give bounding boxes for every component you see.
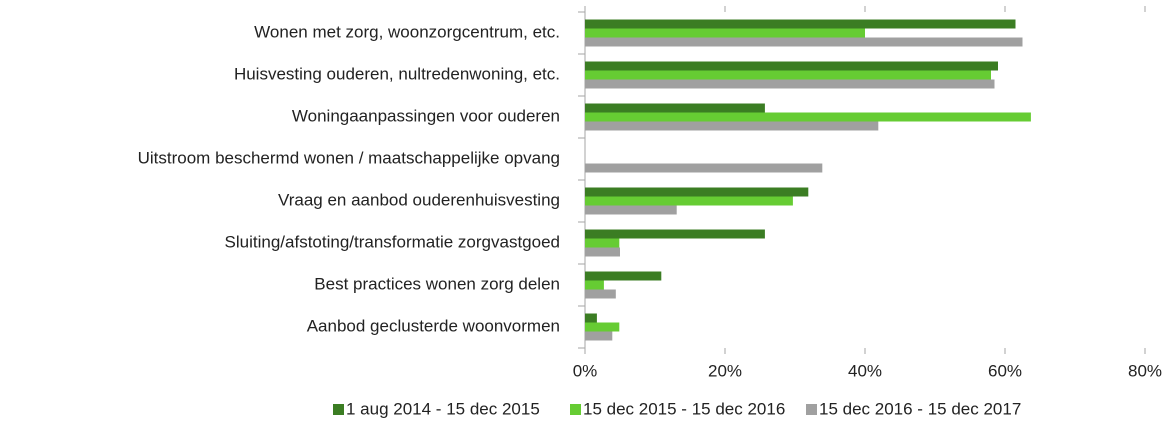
y-tick-label: Aanbod geclusterde woonvormen (307, 316, 560, 335)
y-tick-label: Huisvesting ouderen, nultredenwoning, et… (234, 64, 560, 83)
bar (585, 121, 879, 131)
y-tick-label: Uitstroom beschermd wonen / maatschappel… (138, 148, 560, 167)
bar (585, 112, 1031, 122)
y-tick-label: Woningaanpassingen voor ouderen (292, 106, 560, 125)
x-tick-label: 0% (573, 361, 598, 380)
x-tick-label: 80% (1128, 361, 1162, 380)
bar (585, 19, 1016, 29)
bar (585, 103, 765, 113)
y-tick-label: Wonen met zorg, woonzorgcentrum, etc. (254, 22, 560, 41)
bar (585, 238, 620, 248)
x-tick-label: 60% (988, 361, 1022, 380)
bar (585, 79, 995, 89)
legend-swatch (806, 404, 817, 415)
bar (585, 331, 613, 341)
bar (585, 37, 1023, 47)
legend-swatch (570, 404, 581, 415)
bar (585, 289, 616, 299)
y-tick-label: Sluiting/afstoting/transformatie zorgvas… (225, 232, 560, 251)
bar (585, 61, 998, 71)
legend-swatch (333, 404, 344, 415)
bar (585, 205, 677, 215)
x-tick-label: 20% (708, 361, 742, 380)
bar (585, 271, 662, 281)
bar (585, 322, 620, 332)
legend-label: 15 dec 2015 - 15 dec 2016 (583, 399, 785, 418)
legend-label: 15 dec 2016 - 15 dec 2017 (819, 399, 1021, 418)
bar (585, 229, 765, 239)
bar (585, 70, 991, 80)
bar (585, 196, 793, 206)
x-tick-label: 40% (848, 361, 882, 380)
bar (585, 163, 823, 173)
bar (585, 313, 597, 323)
bar (585, 280, 604, 290)
bar (585, 28, 865, 38)
bar (585, 187, 809, 197)
legend-label: 1 aug 2014 - 15 dec 2015 (346, 399, 540, 418)
bar (585, 247, 620, 257)
y-tick-label: Best practices wonen zorg delen (314, 274, 560, 293)
y-tick-label: Vraag en aanbod ouderenhuisvesting (278, 190, 560, 209)
